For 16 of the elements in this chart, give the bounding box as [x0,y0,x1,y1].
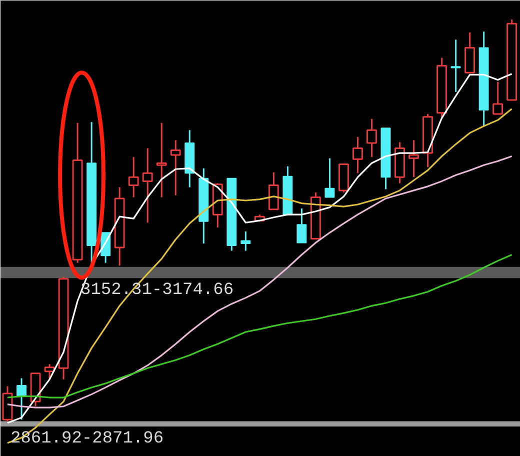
candlestick [352,136,363,174]
candlestick [408,139,419,178]
candlestick [142,147,153,224]
candlestick [198,168,209,244]
band-label: 2861.92-2871.96 [10,429,164,448]
candlestick [86,121,97,264]
candlestick [114,186,125,266]
candlestick [170,139,181,196]
candlestick [16,377,26,420]
candlestick [240,230,251,252]
candlestick [450,38,461,93]
candlestick [366,118,377,158]
candlestick [128,156,139,198]
candlestick [156,122,167,198]
candlestick [478,30,489,127]
candlestick [184,129,195,188]
